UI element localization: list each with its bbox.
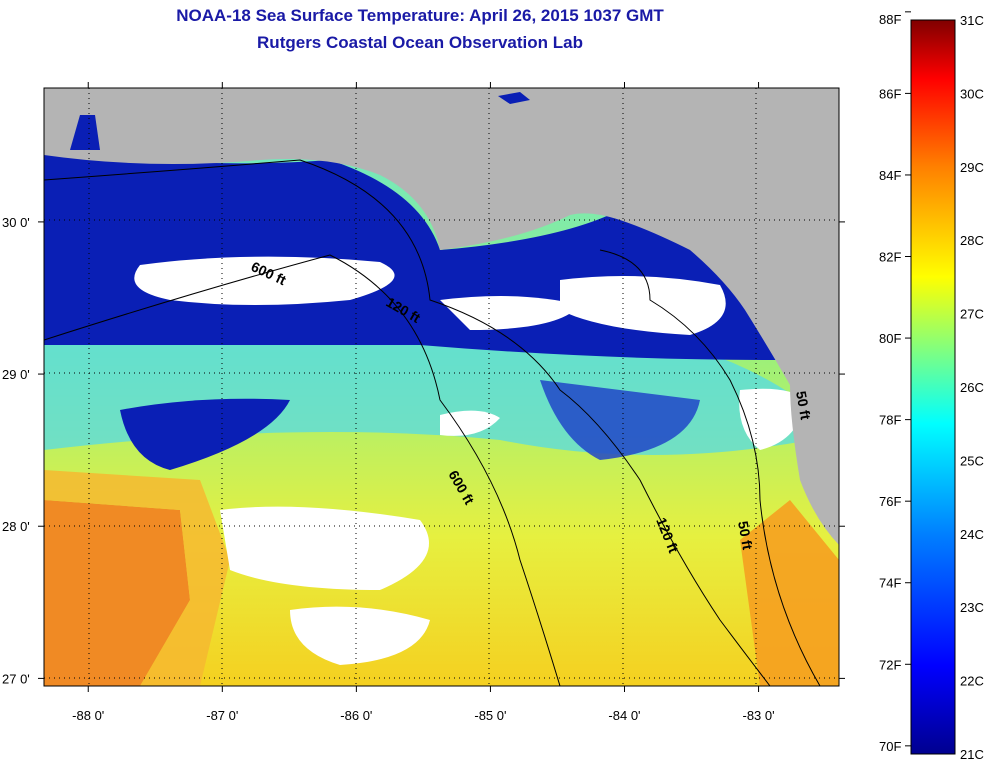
latitude-axis: 30 0' 29 0' 28 0' 27 0' [2,215,30,686]
map-plot-area [44,88,839,686]
colorbar-fahrenheit-labels: 88F 86F 84F 82F 80F 78F 76F 74F 72F 70F [879,11,911,754]
contour-600ft [44,254,561,686]
frame-ticks [38,82,845,692]
longitude-axis: -88 0' -87 0' -86 0' -85 0' -84 0' -83 0' [72,708,774,723]
colorbar-c-label: 26C [960,380,984,395]
colorbar-f-label: 84F [879,168,901,183]
contour-label-50ft-east: 50 ft [793,390,814,421]
land-mass [44,88,839,545]
colorbar-f-label: 76F [879,494,901,509]
lat-tick-label: 28 0' [2,519,30,534]
colorbar-c-label: 30C [960,86,984,101]
colorbar-celsius-labels: 31C 30C 29C 28C 27C 26C 25C 24C 23C 22C 21C [960,13,984,762]
colorbar-f-label: 78F [879,413,901,428]
colorbar-c-label: 28C [960,233,984,248]
lon-tick-label: -86 0' [340,708,372,723]
colorbar-f-label: 80F [879,331,901,346]
warm-water-southwest [44,500,190,686]
contour-120ft [44,159,771,686]
colorbar-c-label: 29C [960,160,984,175]
colorbar-f-label: 82F [879,250,901,265]
map-subtitle: Rutgers Coastal Ocean Observation Lab [257,33,583,52]
colorbar-c-label: 21C [960,747,984,762]
lon-tick-label: -87 0' [206,708,238,723]
contour-label-50ft: 50 ft [735,520,756,551]
colorbar-c-label: 31C [960,13,984,28]
cloud-patch [134,256,395,305]
lat-tick-label: 29 0' [2,367,30,382]
colorbar-c-label: 22C [960,674,984,689]
map-frame [43,87,840,687]
lon-tick-label: -83 0' [742,708,774,723]
colorbar-f-label: 86F [879,86,901,101]
colorbar-c-label: 27C [960,307,984,322]
lat-tick-label: 27 0' [2,671,30,686]
colorbar-c-label: 23C [960,600,984,615]
colorbar-f-label: 70F [879,739,901,754]
lon-tick-label: -84 0' [608,708,640,723]
colorbar-f-label: 88F [879,12,901,27]
lon-tick-label: -85 0' [474,708,506,723]
map-title: NOAA-18 Sea Surface Temperature: April 2… [176,6,664,25]
lat-tick-label: 30 0' [2,215,30,230]
colorbar-c-label: 24C [960,527,984,542]
colorbar [910,19,956,755]
colorbar-f-label: 72F [879,657,901,672]
colorbar-c-label: 25C [960,453,984,468]
warm-water-southeast [740,500,839,686]
colorbar-f-label: 74F [879,576,901,591]
contour-50ft [599,249,821,686]
lon-tick-label: -88 0' [72,708,104,723]
